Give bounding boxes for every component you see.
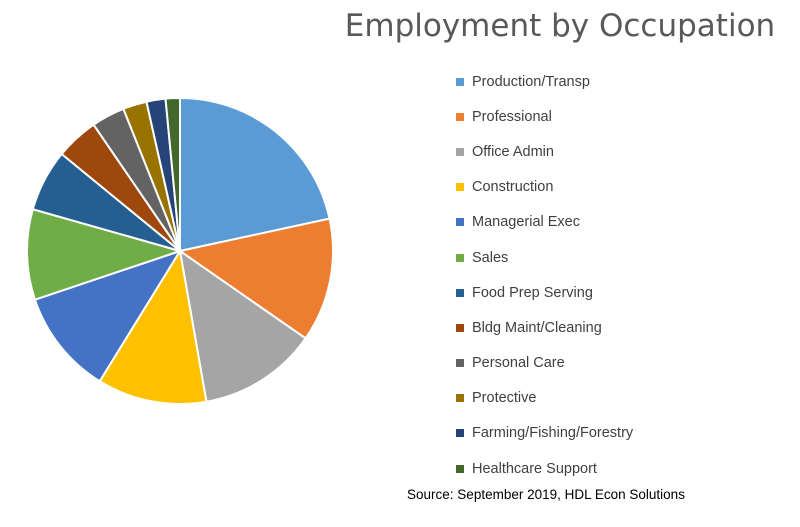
legend-label: Farming/Fishing/Forestry [472,425,634,442]
legend: Production/Transp Professional Office Admi… [456,64,786,486]
legend-swatch [456,147,464,156]
legend-item: Professional [456,99,786,134]
legend-label: Bldg Maint/Cleaning [472,319,602,336]
legend-swatch [456,359,464,368]
pie-slice-production-transp [179,97,331,252]
legend-item: Protective [456,381,786,416]
legend-item: Personal Care [456,346,786,381]
legend-label: Sales [472,249,509,266]
legend-item: Healthcare Support [456,451,786,486]
legend-label: Managerial Exec [472,214,580,231]
legend-item: Production/Transp [456,64,786,99]
legend-item: Office Admin [456,134,786,169]
pie-slice-sales [26,208,181,301]
pie-slices [26,97,334,405]
legend-item: Farming/Fishing/Forestry [456,416,786,451]
chart-title: Employment by Occupation [344,8,776,44]
legend-label: Food Prep Serving [472,284,593,301]
legend-label: Healthcare Support [472,460,597,477]
legend-swatch [456,288,464,297]
legend-item: Sales [456,240,786,275]
legend-item: Construction [456,170,786,205]
pie-slice-professional [179,217,334,340]
legend-item: Food Prep Serving [456,275,786,310]
pie-slice-managerial-exec [33,250,181,383]
source-note: Source: September 2019, HDL Econ Solutio… [407,487,685,502]
pie-slice-healthcare-support [164,97,181,252]
legend-swatch [456,218,464,227]
pie-slice-construction [98,250,208,405]
legend-label: Professional [472,108,552,125]
legend-swatch [456,464,464,473]
legend-item: Bldg Maint/Cleaning [456,310,786,345]
legend-swatch [456,323,464,332]
legend-swatch [456,77,464,86]
pie-slice-office-admin [179,250,307,403]
legend-label: Office Admin [472,143,554,160]
legend-label: Construction [472,179,554,196]
legend-swatch [456,183,464,192]
legend-swatch [456,253,464,262]
legend-label: Protective [472,390,537,407]
legend-swatch [456,394,464,403]
legend-swatch [456,429,464,438]
legend-swatch [456,112,464,121]
legend-item: Managerial Exec [456,205,786,240]
legend-label: Personal Care [472,355,565,372]
legend-label: Production/Transp [472,73,590,90]
